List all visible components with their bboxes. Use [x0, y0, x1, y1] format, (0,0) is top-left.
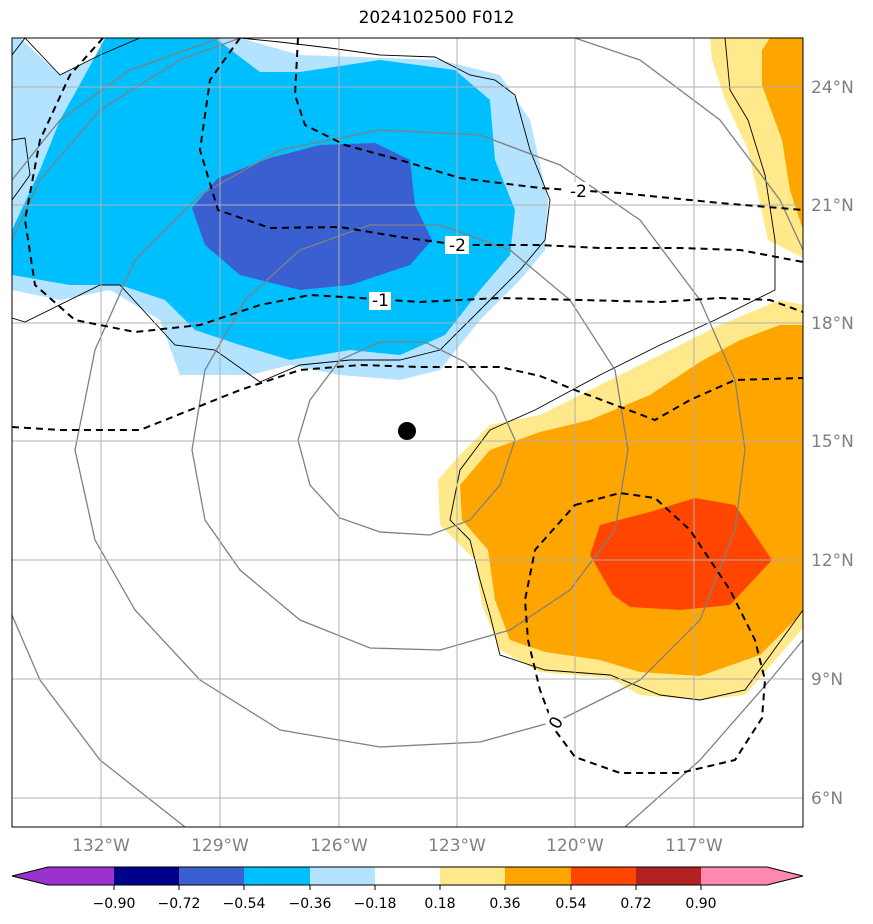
- dashed-contours: [12, 38, 803, 774]
- contour-label: -2: [449, 236, 466, 256]
- map-frame: [11, 37, 804, 828]
- anomaly-fill-red-orange: [590, 498, 772, 610]
- colorbar-tick-label: 0.90: [685, 896, 716, 912]
- lat-label: 9°N: [811, 670, 843, 690]
- colorbar-ticks: [113, 885, 702, 890]
- latitude-labels: 24°N 21°N 18°N 15°N 12°N 9°N 6°N: [811, 78, 854, 809]
- contour-zero-west: [12, 363, 803, 431]
- contour-label: -2: [570, 182, 587, 202]
- longitude-labels: 132°W 129°W 126°W 123°W 120°W 117°W: [72, 836, 723, 856]
- lon-label: 117°W: [665, 836, 723, 856]
- colorbar-tick-label: −0.18: [354, 896, 397, 912]
- contour-minus2-north: [293, 38, 803, 211]
- lon-label: 129°W: [191, 836, 249, 856]
- colorbar-segment: [440, 867, 505, 885]
- colorbar-segment: [12, 867, 114, 885]
- map-title: 2024102500 F012: [358, 8, 515, 28]
- colorbar-tick-label: 0.54: [555, 896, 586, 912]
- lat-label: 15°N: [811, 432, 854, 452]
- lon-label: 132°W: [72, 836, 130, 856]
- colorbar: −0.90 −0.72 −0.54 −0.36 −0.18 0.18 0.36 …: [11, 866, 804, 912]
- anomaly-fill-orange-east: [762, 38, 803, 230]
- colorbar-outline: [11, 866, 804, 886]
- storm-center-marker: [398, 422, 416, 440]
- contour-label: -1: [372, 291, 389, 311]
- contour-zero-loop: [523, 491, 767, 774]
- contour-minus2-south: [198, 38, 803, 263]
- colorbar-segment: [701, 867, 803, 885]
- map-plot-area: -2 -2 -1 0: [12, 38, 803, 827]
- coastline-lines: [12, 38, 803, 701]
- colorbar-tick-label: 0.18: [424, 896, 455, 912]
- lat-label: 12°N: [811, 551, 854, 571]
- lon-label: 120°W: [546, 836, 604, 856]
- colorbar-segment: [375, 867, 440, 885]
- lat-label: 21°N: [811, 196, 854, 216]
- lon-label: 123°W: [428, 836, 486, 856]
- colorbar-segment: [244, 867, 310, 885]
- lon-label: 126°W: [310, 836, 368, 856]
- colorbar-segment: [310, 867, 375, 885]
- range-rings: [12, 38, 803, 827]
- lat-label: 18°N: [811, 314, 854, 334]
- colorbar-tick-label: −0.72: [158, 896, 201, 912]
- colorbar-segment: [114, 867, 179, 885]
- colorbar-tick-label: −0.54: [223, 896, 266, 912]
- colorbar-tick-label: 0.72: [620, 896, 651, 912]
- colorbar-tick-label: 0.36: [489, 896, 520, 912]
- colorbar-segment: [636, 867, 701, 885]
- colorbar-segment: [571, 867, 636, 885]
- colorbar-segment: [179, 867, 244, 885]
- colorbar-tick-label: −0.36: [289, 896, 332, 912]
- graticule: [12, 38, 803, 827]
- colorbar-segment: [505, 867, 571, 885]
- lat-label: 6°N: [811, 789, 843, 809]
- colorbar-tick-label: −0.90: [93, 896, 136, 912]
- lat-label: 24°N: [811, 78, 854, 98]
- anomaly-fill-dark-blue: [192, 143, 432, 290]
